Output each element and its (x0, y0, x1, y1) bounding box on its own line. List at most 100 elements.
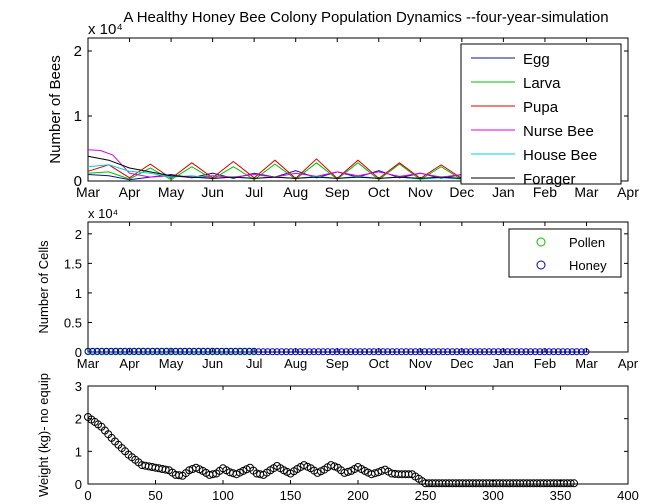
data-point (522, 348, 530, 356)
x-tick-label: 150 (280, 488, 302, 503)
y-axis-label: Number of Bees (47, 55, 64, 163)
y-tick-label: 0.5 (64, 315, 82, 330)
data-point (365, 348, 373, 356)
data-point (93, 347, 101, 355)
data-point (434, 348, 442, 356)
legend-box (460, 43, 622, 185)
data-point (559, 348, 567, 356)
data-point (236, 347, 244, 355)
legend-entry: Honey (569, 258, 607, 273)
data-point (126, 347, 133, 355)
y-tick-label: 3 (75, 379, 82, 394)
data-point (305, 348, 313, 356)
data-point (135, 347, 143, 355)
data-point (416, 348, 424, 356)
series-markers-honey (84, 347, 590, 356)
data-point (388, 348, 396, 356)
data-point (566, 479, 575, 488)
legend-swatch (536, 237, 546, 247)
data-point (370, 348, 378, 356)
x-tick-label: 200 (347, 488, 369, 503)
colony-weight-panel: 0 50 100 150 200 250 300 350 400 0 1 2 3 Weight (kg)-… (36, 373, 639, 503)
data-point (402, 348, 410, 356)
y-tick-label: 0 (74, 173, 82, 190)
x-tick-label: 250 (415, 488, 437, 503)
data-point (564, 348, 571, 356)
data-point (499, 348, 507, 356)
x-tick-label: Mar (76, 184, 100, 200)
data-point (494, 348, 502, 356)
data-point (513, 348, 521, 356)
data-point (250, 347, 258, 355)
x-tick-label: Nov (408, 184, 433, 200)
data-point (301, 348, 309, 356)
x-tick-label: Sep (325, 184, 350, 200)
data-point (98, 347, 106, 355)
x-tick-label: Jun (201, 184, 224, 200)
series-markers-weight (84, 413, 578, 488)
y-axis-label: Number of Cells (36, 240, 51, 334)
x-tick-label: Dec (449, 184, 474, 200)
data-point (411, 348, 419, 356)
data-point (255, 348, 263, 356)
data-point (439, 348, 447, 356)
data-point (213, 347, 221, 355)
data-point (393, 348, 401, 356)
data-point (379, 348, 387, 356)
data-point (102, 347, 110, 355)
data-point (296, 348, 304, 356)
data-point (550, 348, 558, 356)
bee-population-panel: Mar Apr May Jun Jul Aug Sep Oct Nov Dec Jan Feb Mar A… (47, 21, 639, 200)
data-point (490, 348, 498, 356)
x-tick-label: 0 (84, 488, 91, 503)
data-point (545, 348, 553, 356)
x-tick-label: Mar (77, 356, 100, 371)
data-point (162, 347, 170, 355)
data-point (268, 348, 276, 356)
y-tick-label: 1 (75, 444, 82, 459)
data-point (471, 348, 479, 356)
data-point (351, 348, 359, 356)
data-point (342, 348, 350, 356)
data-point (208, 470, 217, 479)
y-tick-label: 2 (75, 412, 82, 427)
data-point (481, 348, 488, 356)
x-tick-label: 300 (482, 488, 504, 503)
y-tick-label: 1 (74, 108, 82, 125)
data-point (199, 347, 207, 355)
data-point (541, 348, 548, 356)
data-point (398, 348, 405, 356)
data-point (245, 347, 253, 355)
data-point (139, 347, 147, 355)
y-axis-label: Weight (kg)- no equip (36, 373, 51, 497)
data-point (444, 348, 452, 356)
legend-entry: Pollen (569, 235, 605, 250)
data-point (158, 347, 166, 355)
data-point (218, 347, 226, 355)
axis-exponent-label: x 10⁴ (88, 21, 123, 38)
data-point (356, 348, 364, 356)
y-tick-label: 1.5 (64, 256, 82, 271)
data-point (343, 467, 352, 476)
data-point (161, 465, 170, 474)
legend-swatch (536, 260, 546, 270)
x-tick-label: Nov (409, 356, 433, 371)
data-point (84, 347, 92, 355)
x-tick-label: Jan (493, 356, 514, 371)
x-tick-label: Jul (246, 356, 263, 371)
data-point (333, 348, 341, 356)
data-point (573, 348, 581, 356)
data-point (241, 347, 249, 355)
axis-exponent-label: x 10⁴ (88, 206, 118, 221)
data-point (330, 462, 339, 471)
data-point (384, 348, 392, 356)
legend-entry: Larva (523, 75, 561, 92)
data-point (407, 348, 415, 356)
x-tick-label: Feb (533, 184, 557, 200)
data-point (531, 348, 539, 356)
stored-cells-panel: Mar Apr May Jun Jul Aug Sep Oct Nov Dec Jan Feb Mar A… (36, 206, 639, 371)
data-point (453, 348, 461, 356)
data-point (310, 348, 318, 356)
